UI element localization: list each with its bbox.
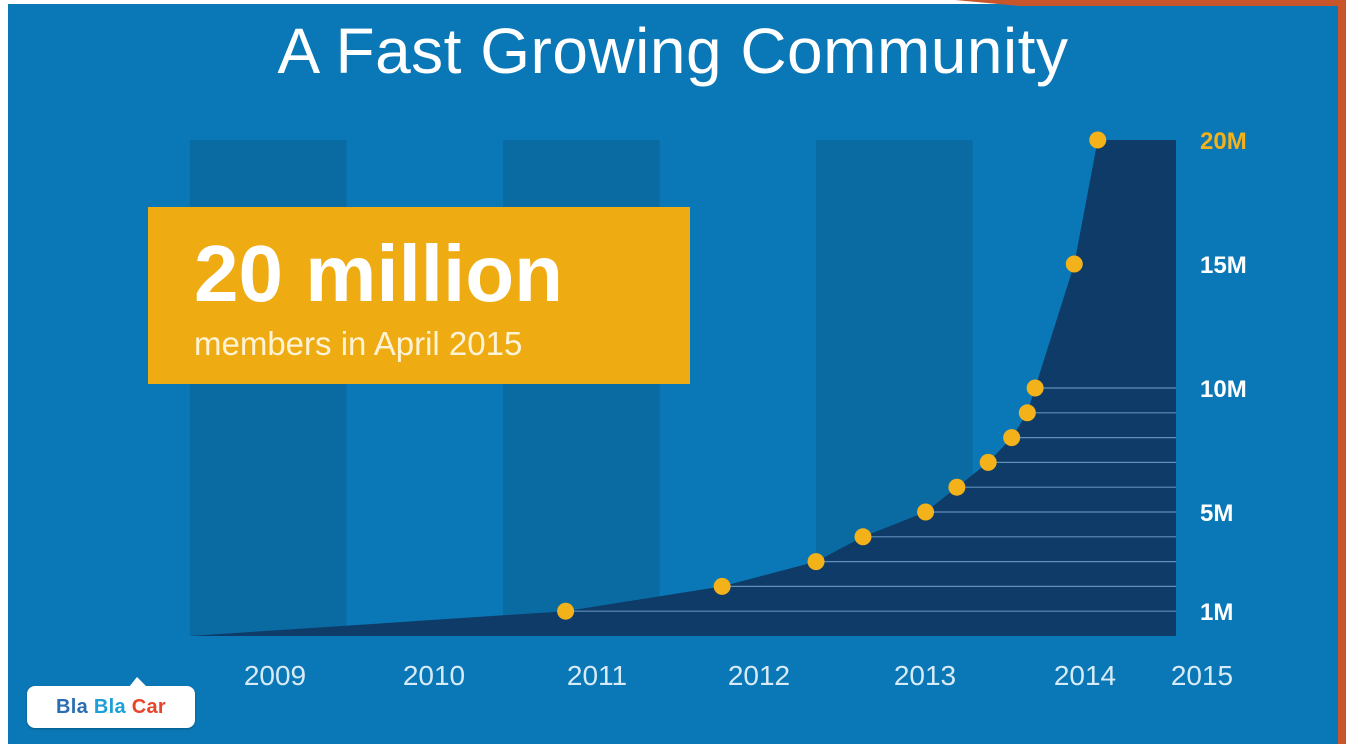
data-point-6: [917, 503, 935, 521]
callout-subline: members in April 2015: [194, 325, 523, 362]
top-accent-wedge: [955, 0, 1346, 6]
logo-part-2: Bla: [93, 696, 132, 718]
callout-headline: 20 million: [194, 229, 563, 318]
page-title: A Fast Growing Community: [277, 15, 1069, 87]
data-point-5: [854, 528, 872, 546]
data-point-9: [1003, 429, 1021, 447]
data-point-2: [557, 602, 575, 620]
members-callout: 20 million members in April 2015: [148, 207, 690, 384]
y-tick-label-15m: 15M: [1200, 252, 1247, 279]
right-accent-panel: [1338, 0, 1346, 744]
y-tick-label-10m: 10M: [1200, 376, 1247, 403]
y-tick-label-5m: 5M: [1200, 500, 1233, 527]
x-tick-label-2015: 2015: [1171, 660, 1233, 691]
logo-text: Bla Bla Car: [27, 686, 195, 728]
blablacar-logo: Bla Bla Car: [27, 677, 195, 728]
logo-part-3: Car: [131, 696, 167, 718]
x-tick-label-2011: 2011: [567, 660, 627, 691]
data-point-13: [1089, 131, 1107, 149]
x-tick-label-2010: 2010: [403, 660, 465, 691]
y-tick-label-1m: 1M: [1200, 599, 1233, 626]
data-point-11: [1026, 379, 1044, 397]
x-tick-label-2009: 2009: [244, 660, 306, 691]
data-point-7: [948, 478, 966, 496]
data-point-8: [979, 453, 997, 471]
data-point-12: [1065, 255, 1083, 273]
logo-speech-tail: [129, 677, 147, 687]
x-tick-label-2014: 2014: [1054, 660, 1116, 691]
data-point-3: [713, 577, 731, 595]
x-tick-label-2013: 2013: [894, 660, 956, 691]
y-tick-label-20m: 20M: [1200, 128, 1247, 155]
logo-part-1: Bla: [55, 696, 94, 718]
x-tick-label-2012: 2012: [728, 660, 790, 691]
data-point-4: [807, 553, 825, 571]
data-point-10: [1018, 404, 1036, 422]
